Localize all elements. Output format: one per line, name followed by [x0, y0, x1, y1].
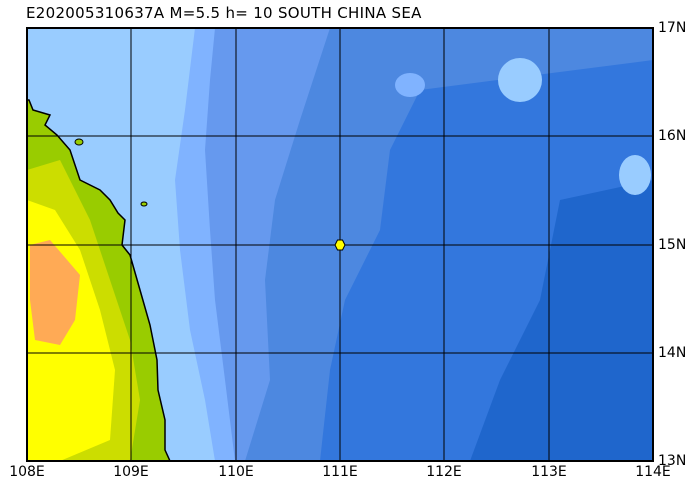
shoal	[619, 155, 651, 195]
shoal	[498, 58, 542, 102]
epicenter-marker	[334, 239, 346, 251]
lat-label: 16N	[658, 128, 687, 144]
lon-label: 109E	[113, 464, 149, 480]
land	[26, 99, 172, 462]
lon-label: 112E	[426, 464, 462, 480]
map-title: E202005310637A M=5.5 h= 10 SOUTH CHINA S…	[26, 4, 422, 22]
lon-label: 111E	[322, 464, 358, 480]
highland	[30, 240, 80, 345]
graticule	[27, 28, 653, 461]
map-frame	[26, 27, 654, 462]
lon-label: 108E	[9, 464, 45, 480]
ocean-deepest	[470, 180, 653, 461]
lat-label: 17N	[658, 20, 687, 36]
lat-label: 14N	[658, 345, 687, 361]
lon-label: 114E	[635, 464, 671, 480]
lat-label: 15N	[658, 237, 687, 253]
lon-label: 113E	[531, 464, 567, 480]
lon-label: 110E	[218, 464, 254, 480]
shoal	[395, 73, 425, 97]
lat-label: 13N	[658, 453, 687, 469]
